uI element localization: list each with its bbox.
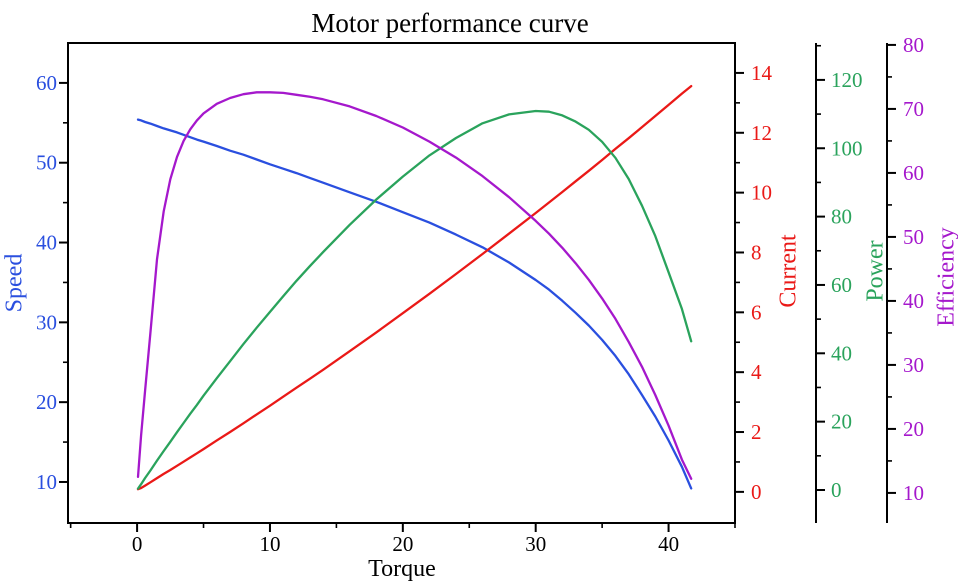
efficiency-tick-label: 30	[903, 353, 924, 377]
power-curve	[136, 109, 693, 490]
efficiency-tick-label: 50	[903, 225, 924, 249]
power-tick-label: 40	[831, 341, 852, 365]
power-tick-label: 100	[831, 136, 863, 160]
power-axis-title: Power	[862, 240, 889, 302]
power-tick-label: 0	[831, 478, 842, 502]
speed-axis-title: Speed	[1, 253, 28, 313]
x-tick-label: 40	[658, 532, 679, 556]
efficiency-tick-label: 60	[903, 161, 924, 185]
chart-title: Motor performance curve	[311, 8, 589, 38]
speed-tick-label: 40	[36, 231, 57, 255]
current-tick-label: 2	[751, 420, 762, 444]
x-tick-label: 10	[259, 532, 280, 556]
current-tick-label: 6	[751, 300, 762, 324]
plot-frame	[67, 42, 736, 524]
efficiency-curve	[136, 91, 693, 480]
current-tick-label: 14	[751, 61, 773, 85]
efficiency-tick-label: 20	[903, 417, 924, 441]
speed-curve	[136, 118, 693, 490]
power-tick-label: 20	[831, 410, 852, 434]
speed-tick-label: 60	[36, 71, 57, 95]
efficiency-axis: 10 20 30 40 50 60 70 80	[886, 33, 924, 523]
current-tick-label: 12	[751, 121, 772, 145]
current-axis-title: Current	[775, 234, 802, 308]
current-tick-label: 0	[751, 480, 762, 504]
power-tick-label: 120	[831, 68, 863, 92]
efficiency-tick-label: 10	[903, 481, 924, 505]
speed-axis: 10 20 30 40 50 60	[36, 43, 69, 523]
x-axis: 0 10 20 30 40	[69, 523, 736, 556]
speed-tick-label: 10	[36, 470, 57, 494]
efficiency-tick-label: 80	[903, 33, 924, 57]
speed-tick-label: 20	[36, 390, 57, 414]
power-tick-label: 80	[831, 205, 852, 229]
speed-tick-label: 50	[36, 151, 57, 175]
current-axis: 0 2 4 6 8 10 12 14	[734, 43, 773, 523]
x-axis-title: Torque	[368, 556, 436, 582]
efficiency-tick-label: 70	[903, 97, 924, 121]
current-tick-label: 8	[751, 240, 762, 264]
current-tick-label: 4	[751, 360, 762, 384]
power-axis: 0 20 40 60 80 100 120	[815, 43, 863, 523]
current-curve	[136, 84, 693, 491]
efficiency-axis-title: Efficiency	[933, 227, 958, 327]
x-tick-label: 30	[525, 532, 546, 556]
current-tick-label: 10	[751, 181, 772, 205]
x-tick-label: 20	[392, 532, 413, 556]
efficiency-tick-label: 40	[903, 289, 924, 313]
x-tick-label: 0	[132, 532, 143, 556]
speed-tick-label: 30	[36, 310, 57, 334]
power-tick-label: 60	[831, 273, 852, 297]
